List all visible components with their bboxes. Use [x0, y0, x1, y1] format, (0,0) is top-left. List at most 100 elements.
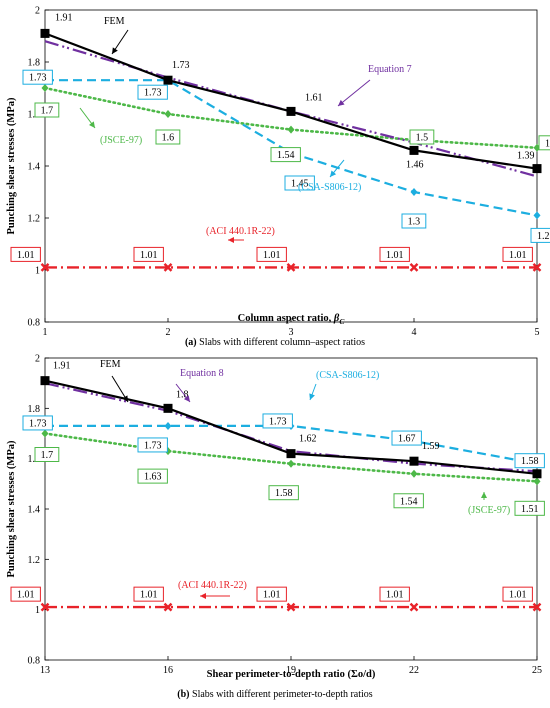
y-tick-label: 1.6	[28, 454, 41, 465]
series-name-label: FEM	[104, 16, 125, 27]
data-point	[287, 125, 295, 134]
data-label: 1.54	[400, 496, 418, 507]
y-tick-label: 1.8	[28, 58, 41, 69]
x-axis-label: Column aspect ratio, βC	[238, 313, 346, 326]
series-5-labels: 1.01 1.01 1.01 1.01 1.01	[10, 246, 533, 262]
data-label: 1.7	[41, 450, 54, 461]
data-label-box	[538, 135, 550, 151]
x-tick-label: 3	[289, 327, 294, 338]
data-label: 1.01	[140, 250, 158, 261]
data-label: 1.5	[416, 133, 429, 144]
data-label-box	[391, 430, 422, 446]
data-point	[287, 459, 295, 468]
series-name-label: (JSCE-97)	[468, 505, 510, 516]
series-name-label: (CSA-S806-12)	[316, 370, 379, 381]
data-point	[40, 263, 50, 272]
y-tick-label: 2	[35, 354, 40, 365]
x-axis-label-text: Column aspect ratio,	[238, 313, 334, 324]
data-label-box	[34, 447, 60, 462]
data-label: 1.61	[305, 92, 323, 103]
data-point	[532, 469, 542, 479]
series-1-labels: 1.91 1.73 1.61 1.46 1.39	[55, 12, 535, 170]
x-axis-label-text: Shear perimeter-to-depth ratio (Σo/d)	[207, 669, 376, 680]
data-label: 1.21	[537, 231, 550, 242]
data-label-box	[155, 129, 181, 145]
data-point	[41, 84, 49, 92]
pointer-arrowhead	[200, 593, 206, 599]
data-label-box	[379, 246, 410, 262]
series-1	[40, 28, 542, 174]
data-label: 1.01	[386, 590, 404, 601]
data-label: 1.3	[408, 217, 421, 228]
series-name-label: (ACI 440.1R-22)	[178, 580, 247, 591]
x-tick-label: 19	[286, 665, 296, 676]
pointer-arrowhead	[338, 99, 345, 106]
data-label: 1.47	[545, 138, 550, 149]
data-label: 1.01	[17, 590, 35, 601]
data-label: 1.73	[29, 73, 47, 84]
data-label: 1.01	[509, 250, 527, 261]
pointer-arrowhead	[228, 237, 234, 243]
data-label-box	[256, 586, 287, 602]
data-label: 1.63	[144, 472, 162, 483]
series-3-labels: 1.73 1.73 1.73 1.67 1.58	[22, 413, 545, 469]
data-label-box	[34, 102, 60, 118]
data-point	[286, 449, 296, 459]
data-point	[286, 602, 296, 612]
figure-caption: (a) Slabs with different column–aspect r…	[185, 337, 365, 348]
data-label-box	[530, 227, 550, 243]
data-point	[533, 477, 541, 486]
data-point	[40, 28, 50, 38]
pointer-arrowhead	[183, 395, 190, 402]
data-label: 1.6	[162, 133, 175, 144]
x-tick-label: 13	[40, 665, 50, 676]
series-5-labels: 1.01 1.01 1.01 1.01 1.01	[10, 586, 533, 602]
data-point	[163, 602, 173, 612]
data-point	[286, 106, 296, 116]
series-name-label: Equation 7	[368, 64, 412, 75]
y-tick-label: 1.2	[28, 555, 41, 566]
data-label: 1.91	[55, 12, 73, 23]
data-point	[163, 75, 173, 85]
y-axis-label: Punching shear stresses (MPa)	[6, 440, 17, 577]
data-label: 1.01	[386, 250, 404, 261]
data-label: 1.91	[53, 361, 71, 372]
series-name-label: FEM	[100, 359, 121, 370]
caption-prefix: (b)	[177, 689, 189, 700]
data-label-box	[514, 453, 545, 469]
series-name-label: (ACI 440.1R-22)	[206, 226, 275, 237]
data-label-box	[284, 175, 315, 191]
data-label-box	[401, 213, 427, 229]
caption-text: Slabs with different column–aspect ratio…	[197, 337, 365, 348]
data-label-box	[256, 246, 287, 262]
caption-prefix: (a)	[185, 337, 197, 348]
data-label-box	[270, 147, 301, 163]
data-label-box	[10, 246, 41, 262]
data-point	[164, 421, 172, 430]
data-label: 1.8	[176, 389, 189, 400]
pointer-arrowhead	[112, 47, 118, 54]
series-line	[43, 432, 539, 483]
data-point	[163, 403, 173, 413]
data-label: 1.73	[144, 88, 162, 99]
data-label-box	[133, 586, 164, 602]
data-label-box	[268, 485, 299, 501]
plot-frame	[44, 357, 538, 661]
data-label-box	[133, 246, 164, 262]
y-tick-label: 1.6	[28, 110, 41, 121]
pointer-arrowhead	[481, 492, 487, 498]
x-tick-label: 4	[412, 327, 417, 338]
pointer-arrowhead	[89, 121, 95, 128]
data-label: 1.01	[17, 250, 35, 261]
series-name-label: Equation 8	[180, 368, 224, 379]
x-axis-label: Shear perimeter-to-depth ratio (Σo/d)	[207, 669, 376, 680]
data-label-box	[22, 415, 53, 431]
x-tick-label: 5	[535, 327, 540, 338]
x-tick-label: 16	[163, 665, 173, 676]
data-point	[40, 376, 50, 386]
y-axis-label: Punching shear stresses (MPa)	[6, 97, 17, 234]
data-label: 1.59	[422, 441, 440, 452]
data-label: 1.39	[517, 151, 535, 162]
data-label-box	[137, 437, 168, 453]
data-label-box	[514, 500, 545, 516]
